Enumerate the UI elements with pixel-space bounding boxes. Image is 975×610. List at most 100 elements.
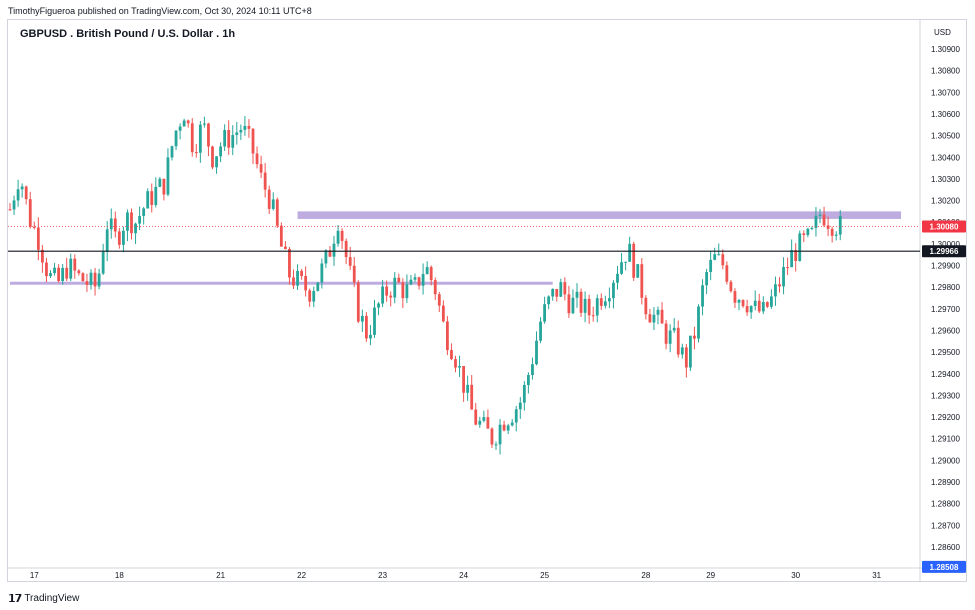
candle-body <box>486 417 490 429</box>
candle-body <box>65 267 69 279</box>
candle-body <box>648 314 652 323</box>
x-tick-label: 30 <box>791 571 800 580</box>
candle-body <box>146 191 150 209</box>
x-tick-label: 22 <box>297 571 306 580</box>
candle-body <box>555 288 559 297</box>
candle-body <box>425 267 429 275</box>
y-tick-label: 1.29400 <box>931 370 960 379</box>
candle-body <box>721 254 725 266</box>
candle-body <box>28 199 32 227</box>
candle-body <box>454 359 457 368</box>
candle-body <box>705 272 708 286</box>
candle-body <box>782 267 785 287</box>
candle-body <box>664 323 668 344</box>
candle-body <box>328 250 332 257</box>
candle-body <box>482 417 486 421</box>
candle-body <box>275 199 279 226</box>
candle-body <box>401 282 405 299</box>
candle-body <box>344 240 348 258</box>
candle-body <box>660 309 664 324</box>
candle-body <box>393 277 397 298</box>
candle-body <box>24 186 28 200</box>
price-badge-label: 1.28508 <box>930 563 959 572</box>
price-badge <box>922 220 966 233</box>
candle-body <box>733 291 737 303</box>
y-tick-label: 1.29500 <box>931 348 960 357</box>
y-tick-label: 1.29700 <box>931 305 960 314</box>
candle-body <box>53 267 56 274</box>
y-tick-label: 1.28700 <box>931 521 960 530</box>
candle-body <box>518 402 522 410</box>
candle-body <box>211 146 214 168</box>
resistance-zone <box>10 281 553 285</box>
x-tick-label: 29 <box>706 571 715 580</box>
candle-body <box>494 444 498 446</box>
candle-body <box>231 134 235 148</box>
candle-body <box>421 274 425 286</box>
candle-body <box>296 270 299 286</box>
chart-title: GBPUSD . British Pound / U.S. Dollar . 1… <box>20 28 236 40</box>
candle-body <box>271 199 275 209</box>
candle-body <box>360 315 364 322</box>
y-tick-label: 1.30500 <box>931 132 960 141</box>
y-tick-label: 1.29900 <box>931 262 960 271</box>
price-badge-label: 1.29966 <box>930 247 959 256</box>
price-currency[interactable]: USD <box>934 28 951 37</box>
candle-body <box>522 385 526 403</box>
candle-body <box>77 270 81 274</box>
candle-body <box>567 294 571 314</box>
x-tick-label: 21 <box>216 571 225 580</box>
y-tick-label: 1.28900 <box>931 478 960 487</box>
candle-body <box>377 303 380 308</box>
candle-body <box>356 282 360 322</box>
candle-body <box>190 123 194 153</box>
candle-body <box>490 428 494 445</box>
candle-body <box>745 306 749 313</box>
candle-body <box>458 366 461 368</box>
candle-body <box>701 285 704 307</box>
price-badge <box>922 245 966 258</box>
candle-body <box>73 258 77 271</box>
y-tick-label: 1.28800 <box>931 500 960 509</box>
candle-body <box>203 123 206 125</box>
candle-body <box>170 146 174 158</box>
candle-body <box>247 125 251 129</box>
candle-body <box>616 273 619 283</box>
candle-body <box>61 267 65 282</box>
footer-brand: TradingView <box>24 593 80 604</box>
y-tick-label: 1.30000 <box>931 240 960 249</box>
candle-body <box>498 424 502 445</box>
candle-body <box>142 208 146 216</box>
candle-body <box>198 124 202 153</box>
candle-body <box>292 277 295 286</box>
candle-body <box>583 298 587 313</box>
candle-body <box>158 178 162 187</box>
candle-body <box>324 250 328 264</box>
candle-body <box>680 347 684 355</box>
candle-body <box>834 234 838 236</box>
y-tick-label: 1.29800 <box>931 283 960 292</box>
candle-body <box>109 218 113 230</box>
candle-body <box>413 277 417 280</box>
candle-body <box>624 261 627 263</box>
x-tick-label: 23 <box>378 571 387 580</box>
candle-body <box>239 129 243 133</box>
candle-body <box>563 282 567 295</box>
candle-body <box>595 298 599 316</box>
y-tick-label: 1.30600 <box>931 110 960 119</box>
candle-body <box>466 384 470 393</box>
candle-body <box>186 120 190 124</box>
candle-body <box>693 335 696 339</box>
candle-body <box>502 424 506 431</box>
candle-body <box>130 212 133 234</box>
candle-body <box>729 281 733 292</box>
candle-body <box>514 409 518 423</box>
candle-body <box>113 218 117 232</box>
candle-body <box>259 164 263 173</box>
candle-body <box>122 230 125 245</box>
candle-body <box>101 251 105 274</box>
candle-body <box>267 189 271 209</box>
candle-body <box>365 315 368 339</box>
candle-body <box>774 284 777 297</box>
